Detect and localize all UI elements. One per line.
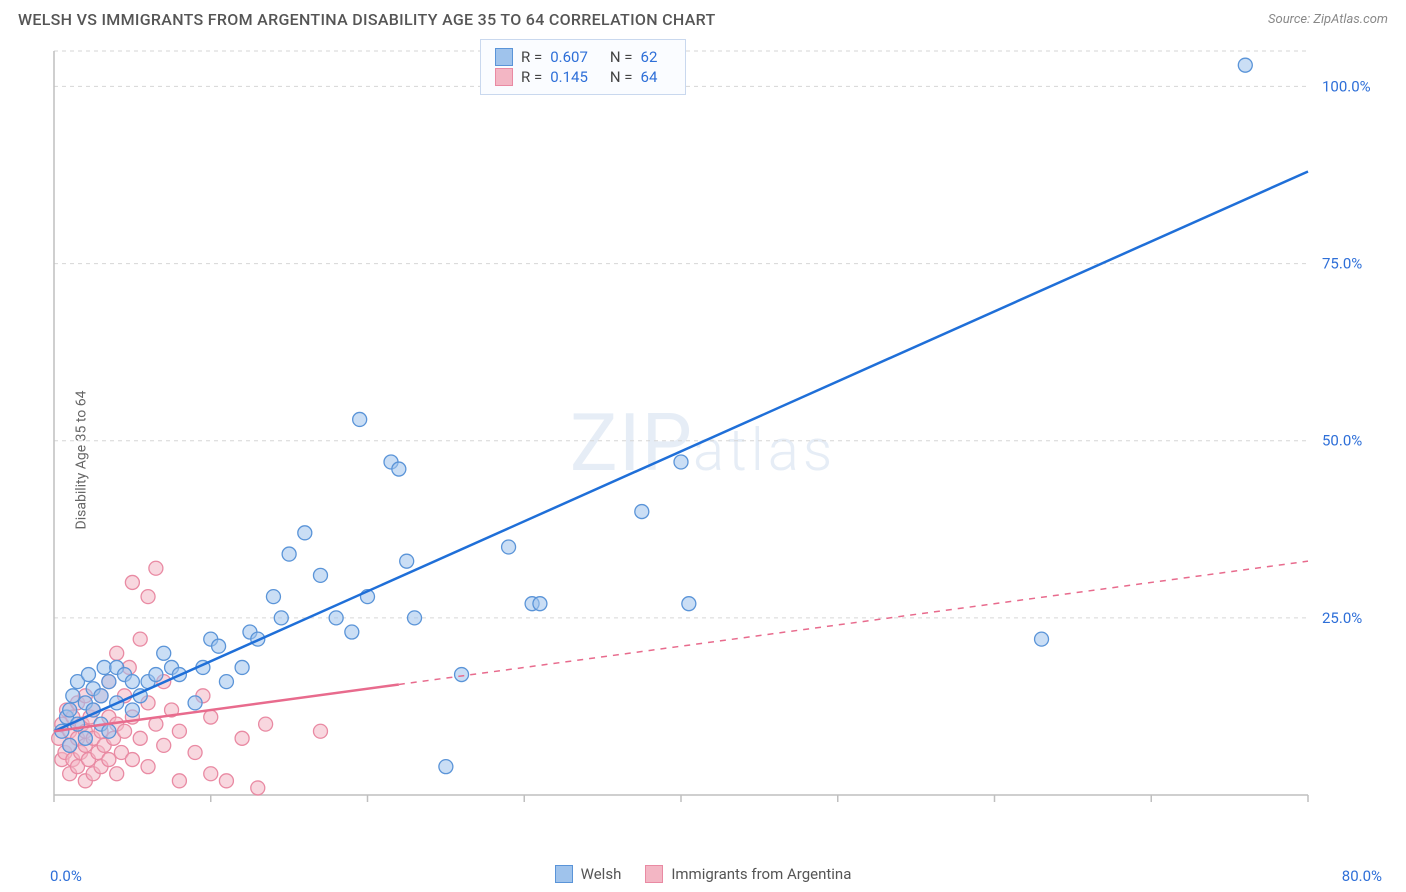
chart-title: WELSH VS IMMIGRANTS FROM ARGENTINA DISAB… — [18, 10, 716, 29]
legend-row-welsh: R = 0.607 N = 62 — [495, 48, 671, 66]
data-point — [110, 646, 124, 660]
data-point — [533, 597, 547, 611]
data-point — [102, 675, 116, 689]
data-point — [63, 703, 77, 717]
data-point — [219, 675, 233, 689]
data-point — [1238, 58, 1252, 72]
data-point — [392, 462, 406, 476]
data-point — [149, 561, 163, 575]
data-point — [235, 731, 249, 745]
data-point — [439, 760, 453, 774]
data-point — [674, 455, 688, 469]
data-point — [157, 646, 171, 660]
data-point — [63, 738, 77, 752]
data-point — [235, 660, 249, 674]
data-point — [251, 781, 265, 795]
regression-line — [54, 171, 1308, 731]
data-point — [455, 668, 469, 682]
scatter-plot: 25.0% 50.0% 75.0% 100.0% — [48, 45, 1388, 835]
swatch-welsh-icon — [555, 865, 573, 883]
y-tick-label: 75.0% — [1322, 255, 1362, 273]
swatch-argentina-icon — [645, 865, 663, 883]
data-point — [133, 731, 147, 745]
x-axis-min-label: 0.0% — [50, 867, 82, 885]
data-point — [408, 611, 422, 625]
swatch-argentina — [495, 68, 513, 86]
data-point — [118, 724, 132, 738]
data-point — [313, 568, 327, 582]
data-point — [313, 724, 327, 738]
data-point — [635, 505, 649, 519]
data-point — [188, 696, 202, 710]
correlation-legend: R = 0.607 N = 62 R = 0.145 N = 64 — [480, 39, 686, 95]
data-point — [298, 526, 312, 540]
data-point — [400, 554, 414, 568]
data-point — [133, 632, 147, 646]
data-point — [188, 745, 202, 759]
data-point — [329, 611, 343, 625]
data-point — [219, 774, 233, 788]
data-point — [353, 412, 367, 426]
data-point — [282, 547, 296, 561]
legend-item-argentina: Immigrants from Argentina — [645, 865, 851, 883]
swatch-welsh — [495, 48, 513, 66]
data-point — [345, 625, 359, 639]
legend-item-welsh: Welsh — [555, 865, 622, 883]
data-point — [682, 597, 696, 611]
data-point — [259, 717, 273, 731]
data-point — [125, 703, 139, 717]
data-point — [141, 760, 155, 774]
data-point — [274, 611, 288, 625]
data-point — [110, 767, 124, 781]
series-legend: Welsh Immigrants from Argentina — [0, 865, 1406, 883]
data-point — [172, 774, 186, 788]
data-point — [94, 689, 108, 703]
chart-container: Disability Age 35 to 64 ZIPatlas 25.0%50… — [0, 35, 1406, 885]
data-point — [204, 710, 218, 724]
data-point — [172, 724, 186, 738]
data-point — [149, 668, 163, 682]
x-axis-max-label: 80.0% — [1342, 867, 1382, 885]
data-point — [78, 731, 92, 745]
regression-line-extrapolated — [399, 561, 1308, 684]
data-point — [125, 575, 139, 589]
y-tick-label: 25.0% — [1322, 609, 1362, 627]
data-point — [125, 753, 139, 767]
y-tick-label: 50.0% — [1322, 432, 1362, 450]
y-tick-label: 100.0% — [1322, 77, 1371, 95]
data-point — [125, 675, 139, 689]
source-attribution: Source: ZipAtlas.com — [1268, 12, 1388, 27]
data-point — [204, 767, 218, 781]
data-point — [266, 590, 280, 604]
legend-row-argentina: R = 0.145 N = 64 — [495, 68, 671, 86]
data-point — [1035, 632, 1049, 646]
data-point — [66, 689, 80, 703]
data-point — [102, 753, 116, 767]
data-point — [157, 738, 171, 752]
data-point — [81, 668, 95, 682]
data-point — [212, 639, 226, 653]
data-point — [102, 724, 116, 738]
data-point — [502, 540, 516, 554]
data-point — [141, 590, 155, 604]
